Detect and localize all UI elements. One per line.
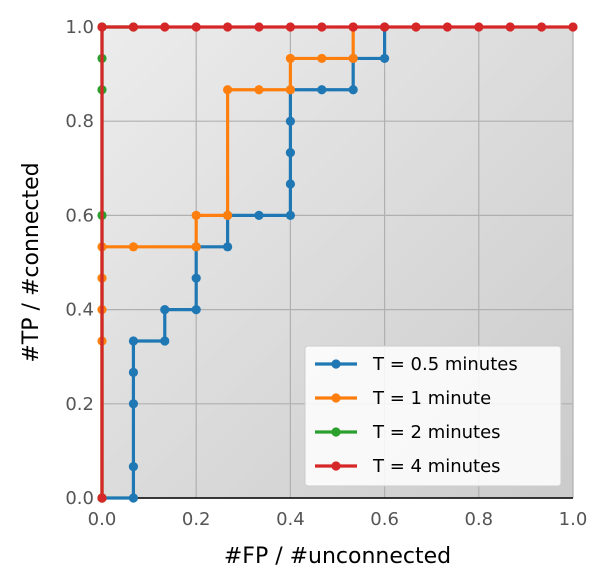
x-tick-label: 0.6 (370, 509, 399, 530)
data-point (568, 22, 578, 32)
data-point (223, 210, 233, 220)
data-point (128, 461, 139, 472)
x-tick-label: 0.2 (182, 509, 211, 530)
legend-item: T = 1 minute (315, 388, 491, 409)
legend-item: T = 2 minutes (315, 422, 501, 443)
legend-marker (331, 393, 341, 403)
data-point (285, 85, 295, 95)
data-point (191, 22, 201, 32)
data-point (505, 22, 515, 32)
data-point (223, 242, 233, 252)
data-point (128, 336, 139, 346)
legend-marker (331, 461, 341, 471)
data-point (285, 22, 295, 32)
series-layer (97, 22, 578, 503)
x-axis-label: #FP / #unconnected (224, 544, 451, 569)
y-tick-label: 0.8 (65, 111, 94, 132)
x-tick-label: 0.0 (88, 509, 117, 530)
legend-label: T = 1 minute (372, 388, 491, 409)
x-tick-labels: 0.0 0.2 0.4 0.6 0.8 1.0 (88, 509, 588, 530)
data-point (160, 336, 170, 346)
legend-box (304, 345, 562, 487)
data-point (285, 179, 295, 189)
data-point (128, 399, 139, 409)
legend-label: T = 2 minutes (372, 422, 501, 443)
legend-label: T = 4 minutes (372, 456, 501, 477)
data-point (254, 85, 264, 95)
data-point (285, 116, 295, 126)
x-tick-label: 0.4 (276, 509, 305, 530)
data-point (380, 22, 390, 32)
legend-label: T = 0.5 minutes (372, 354, 518, 375)
data-point (474, 22, 484, 32)
data-point (223, 85, 233, 95)
y-tick-labels: 0.0 0.2 0.4 0.6 0.8 1.0 (65, 17, 94, 509)
data-point (285, 148, 295, 158)
data-point (317, 53, 327, 64)
y-tick-label: 1.0 (65, 17, 94, 38)
data-point (348, 85, 358, 95)
legend-marker (331, 359, 341, 369)
data-point (380, 53, 390, 64)
data-point (348, 53, 358, 64)
data-point (536, 22, 547, 32)
legend: T = 0.5 minutes T = 1 minute T = 2 minutes… (304, 345, 562, 487)
series-4 (97, 22, 578, 503)
data-point (348, 22, 358, 32)
data-point (160, 22, 170, 32)
data-point (285, 53, 295, 64)
series-line (102, 27, 387, 500)
y-tick-label: 0.6 (65, 205, 94, 226)
data-point (442, 22, 452, 32)
data-point (223, 22, 233, 32)
data-point (317, 85, 327, 95)
x-tick-label: 1.0 (559, 509, 588, 530)
y-tick-label: 0.4 (65, 300, 94, 321)
data-point (285, 210, 295, 220)
y-axis-label: #TP / #connected (19, 162, 44, 362)
data-point (191, 305, 201, 315)
legend-item: T = 4 minutes (315, 456, 501, 477)
data-point (128, 493, 139, 503)
data-point (254, 210, 264, 220)
data-point (128, 242, 139, 252)
y-tick-label: 0.2 (65, 394, 94, 415)
legend-marker (331, 427, 341, 437)
data-point (160, 305, 170, 315)
data-point (128, 22, 139, 32)
data-point (317, 22, 327, 32)
data-point (411, 22, 421, 32)
data-point (128, 367, 139, 377)
x-tick-label: 0.8 (464, 509, 493, 530)
data-point (191, 210, 201, 220)
data-point (97, 22, 107, 32)
data-point (191, 242, 201, 252)
y-tick-label: 0.0 (65, 488, 94, 509)
data-point (254, 22, 264, 32)
data-point (97, 493, 107, 503)
data-point (191, 273, 201, 283)
legend-item: T = 0.5 minutes (315, 354, 518, 375)
